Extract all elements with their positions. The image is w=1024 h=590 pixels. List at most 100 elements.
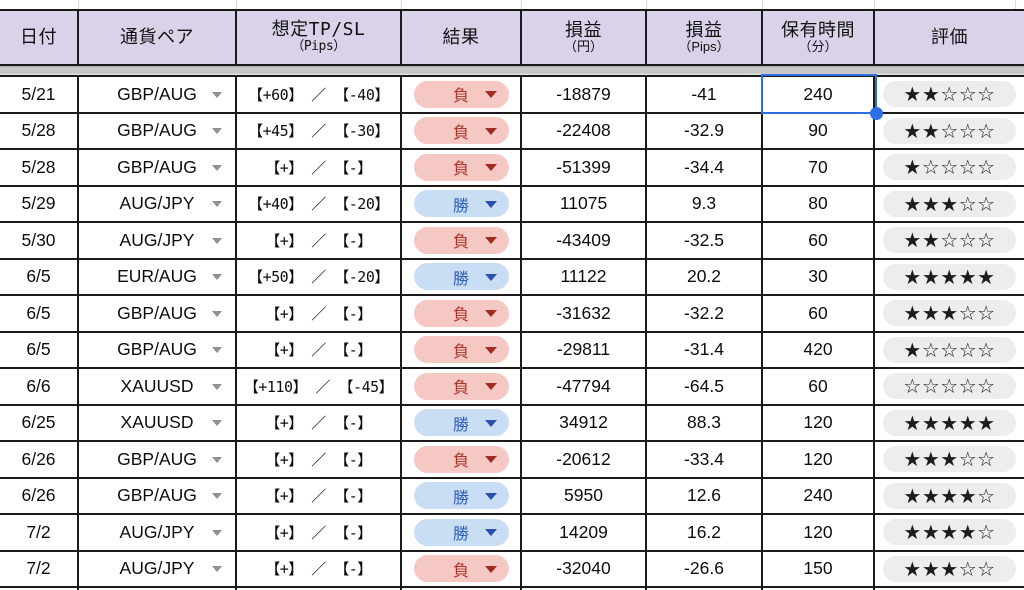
cell-hold-time[interactable]: 420 [763,332,875,367]
cell-pnl-pips[interactable]: 9.3 [647,186,763,221]
cell-rating[interactable]: ★★★★☆ [875,479,1024,514]
cell-pnl-yen[interactable]: 34912 [522,405,647,440]
rating-stars-pill[interactable]: ★★☆☆☆ [883,117,1016,144]
cell-date[interactable]: 5/30 [0,223,79,258]
cell-hold-time[interactable]: 60 [763,223,875,258]
dropdown-arrow-icon[interactable] [484,492,497,500]
cell-hold-time[interactable]: 150 [763,551,875,586]
cell-result[interactable]: 勝 [402,478,522,513]
cell-rating[interactable]: ☆☆☆☆☆ [875,369,1024,404]
result-pill[interactable]: 勝 [413,409,509,437]
cell-currency-pair[interactable]: AUG/JPY [79,515,237,550]
cell-pnl-yen[interactable]: -18879 [522,77,647,112]
cell-result[interactable]: 勝 [402,259,522,294]
cell-pnl-yen[interactable]: -22408 [522,113,647,148]
dropdown-arrow-icon[interactable] [484,91,497,99]
cell-pnl-pips[interactable]: 88.3 [647,405,763,440]
rating-stars-pill[interactable]: ★★★★★ [883,409,1016,436]
chevron-down-icon[interactable] [212,91,222,98]
rating-stars-pill[interactable]: ★★★★★ [883,263,1016,290]
cell-pnl-yen[interactable]: 14209 [522,515,647,550]
cell-date[interactable]: 6/5 [0,296,79,331]
cell-tp-sl[interactable]: 【+】 ／ 【-】 [237,296,402,331]
cell-date[interactable]: 6/5 [0,332,79,367]
cell-date[interactable]: 7/2 [0,551,79,586]
cell-pnl-pips[interactable]: -31.4 [647,332,763,367]
result-pill[interactable]: 負 [413,555,509,583]
cell-currency-pair[interactable]: GBP/AUG [79,442,237,477]
result-pill[interactable]: 負 [413,80,509,108]
header-result[interactable]: 結果 [402,11,522,64]
cell-pnl-yen[interactable]: 11075 [522,186,647,221]
dropdown-arrow-icon[interactable] [484,346,497,354]
cell-result[interactable]: 負 [402,223,522,258]
cell-date[interactable]: 6/26 [0,442,79,477]
cell-pnl-pips[interactable]: -32.5 [647,223,763,258]
rating-stars-pill[interactable]: ★★★☆☆ [883,300,1016,327]
dropdown-arrow-icon[interactable] [484,419,497,427]
result-pill[interactable]: 負 [413,226,509,254]
header-pnl-yen[interactable]: 損益 （円） [522,11,647,64]
cell-tp-sl[interactable]: 【+】 ／ 【-】 [237,551,402,586]
cell-currency-pair[interactable] [79,588,237,590]
cell-pnl-yen[interactable] [522,588,647,590]
cell-currency-pair[interactable]: EUR/AUG [79,259,237,294]
chevron-down-icon[interactable] [212,383,222,390]
cell-tp-sl[interactable]: 【+60】 ／ 【-40】 [237,77,402,112]
rating-stars-pill[interactable]: ★★★★☆ [883,519,1016,546]
cell-result[interactable]: 負 [402,332,522,367]
cell-tp-sl[interactable]: 【+】 ／ 【-】 [237,332,402,367]
cell-date[interactable]: 6/5 [0,259,79,294]
cell-rating[interactable]: ★★☆☆☆ [875,114,1024,149]
cell-tp-sl[interactable]: 【+50】 ／ 【-20】 [237,259,402,294]
result-pill[interactable]: 勝 [413,190,509,218]
cell-pnl-pips[interactable]: -34.4 [647,150,763,185]
header-hold-time[interactable]: 保有時間 （分） [763,11,875,64]
cell-pnl-yen[interactable]: -29811 [522,332,647,367]
cell-rating[interactable]: ★★★★★ [875,406,1024,441]
cell-date[interactable]: 5/28 [0,150,79,185]
result-pill[interactable]: 負 [413,299,509,327]
cell-currency-pair[interactable]: GBP/AUG [79,332,237,367]
cell-hold-time[interactable]: 240 [763,77,875,112]
chevron-down-icon[interactable] [212,420,222,427]
cell-hold-time[interactable]: 60 [763,369,875,404]
cell-pnl-yen[interactable]: -43409 [522,223,647,258]
cell-currency-pair[interactable]: XAUUSD [79,405,237,440]
cell-pnl-yen[interactable]: 11122 [522,259,647,294]
cell-date[interactable]: 5/21 [0,77,79,112]
cell-rating[interactable]: ★★★☆☆ [875,442,1024,477]
cell-date[interactable]: 5/29 [0,186,79,221]
result-pill[interactable]: 負 [413,445,509,473]
result-pill[interactable]: 負 [413,336,509,364]
cell-tp-sl[interactable]: 【+】 ／ 【-】 [237,223,402,258]
cell-rating[interactable]: ★★★★★ [875,260,1024,295]
cell-result[interactable]: 勝 [402,405,522,440]
cell-tp-sl[interactable]: 【+45】 ／ 【-30】 [237,113,402,148]
cell-hold-time[interactable]: 60 [763,296,875,331]
chevron-down-icon[interactable] [212,201,222,208]
rating-stars-pill[interactable]: ☆☆☆☆☆ [883,373,1016,400]
cell-hold-time[interactable] [763,588,875,590]
rating-stars-pill[interactable]: ★★★☆☆ [883,555,1016,582]
chevron-down-icon[interactable] [212,347,222,354]
cell-pnl-yen[interactable]: -32040 [522,551,647,586]
cell-date[interactable]: 7/2 [0,515,79,550]
cell-hold-time[interactable]: 70 [763,150,875,185]
cell-date[interactable]: 5/28 [0,113,79,148]
cell-tp-sl[interactable]: 【+】 ／ 【-】 [237,150,402,185]
cell-tp-sl[interactable]: 【+】 ／ 【-】 [237,478,402,513]
cell-pnl-yen[interactable]: -51399 [522,150,647,185]
cell-tp-sl[interactable]: 【+】 ／ 【-】 [237,588,402,590]
rating-stars-pill[interactable]: ★★☆☆☆ [883,227,1016,254]
rating-stars-pill[interactable]: ★☆☆☆☆ [883,336,1016,363]
result-pill[interactable]: 負 [413,153,509,181]
dropdown-arrow-icon[interactable] [484,529,497,537]
cell-result[interactable]: 負 [402,551,522,586]
cell-currency-pair[interactable]: AUG/JPY [79,223,237,258]
result-pill[interactable]: 勝 [413,263,509,291]
cell-rating[interactable]: ★★★☆☆ [875,187,1024,222]
cell-currency-pair[interactable]: GBP/AUG [79,296,237,331]
cell-date[interactable] [0,588,79,590]
cell-rating[interactable]: ★★★☆☆ [875,552,1024,587]
